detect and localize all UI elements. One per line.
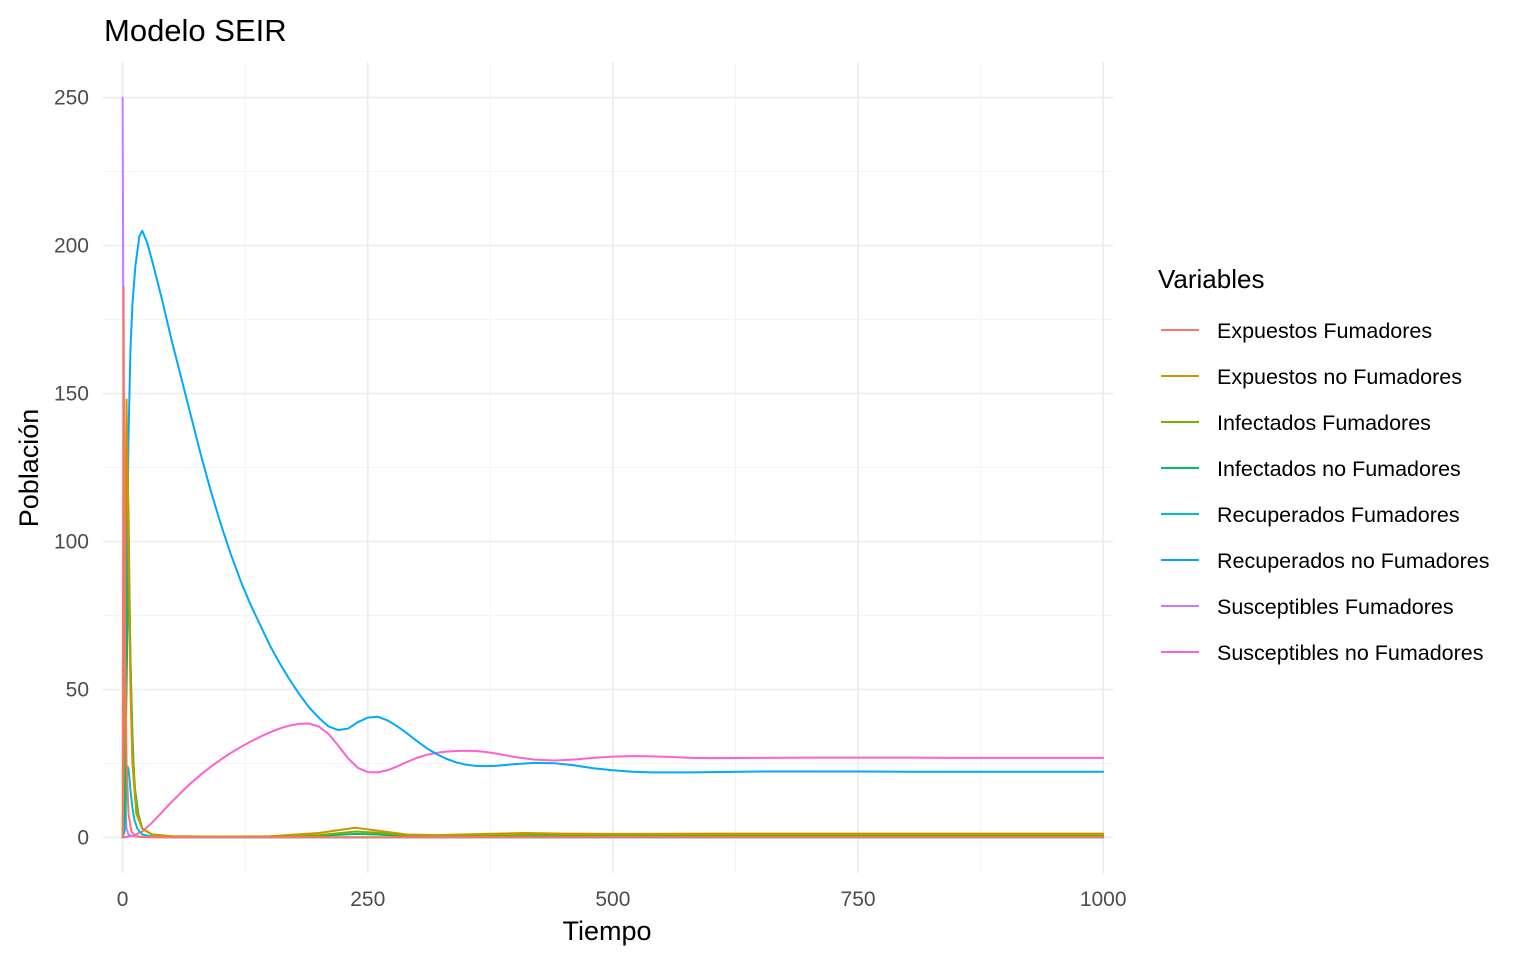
y-axis-title: Población <box>14 409 44 528</box>
series-line-expuestos-fumadores <box>121 285 1105 839</box>
grid <box>103 62 1113 873</box>
chart-title: Modelo SEIR <box>104 13 287 48</box>
legend-label: Recuperados no Fumadores <box>1217 549 1490 573</box>
y-tick-label: 200 <box>54 235 89 258</box>
series-line-expuestos-no-fumadores <box>121 398 1105 839</box>
legend-label: Infectados Fumadores <box>1217 411 1431 435</box>
tick-labels: 0 250 500 750 1000 0 50 100 150 200 250 <box>54 87 1127 911</box>
x-tick-label: 250 <box>350 888 385 911</box>
legend-label: Expuestos no Fumadores <box>1217 365 1462 389</box>
legend-title: Variables <box>1158 264 1264 294</box>
x-tick-label: 0 <box>117 888 129 911</box>
legend-label: Recuperados Fumadores <box>1217 503 1460 527</box>
legend-label: Expuestos Fumadores <box>1217 319 1432 343</box>
x-tick-label: 750 <box>841 888 876 911</box>
y-tick-label: 50 <box>66 678 89 701</box>
y-tick-label: 250 <box>54 87 89 110</box>
y-tick-label: 100 <box>54 530 89 553</box>
series-line-susceptibles-no-fumadores <box>121 722 1105 839</box>
legend-label: Susceptibles Fumadores <box>1217 595 1454 619</box>
y-tick-label: 150 <box>54 383 89 406</box>
y-tick-label: 0 <box>77 826 89 849</box>
x-tick-label: 500 <box>595 888 630 911</box>
x-axis-title: Tiempo <box>562 916 651 946</box>
legend: Variables Expuestos Fumadores Expuestos n… <box>1158 264 1490 665</box>
series-lines <box>121 96 1105 839</box>
legend-label: Susceptibles no Fumadores <box>1217 641 1484 665</box>
x-tick-label: 1000 <box>1080 888 1127 911</box>
legend-label: Infectados no Fumadores <box>1217 457 1461 481</box>
series-line-recuperados-no-fumadores <box>121 229 1105 839</box>
